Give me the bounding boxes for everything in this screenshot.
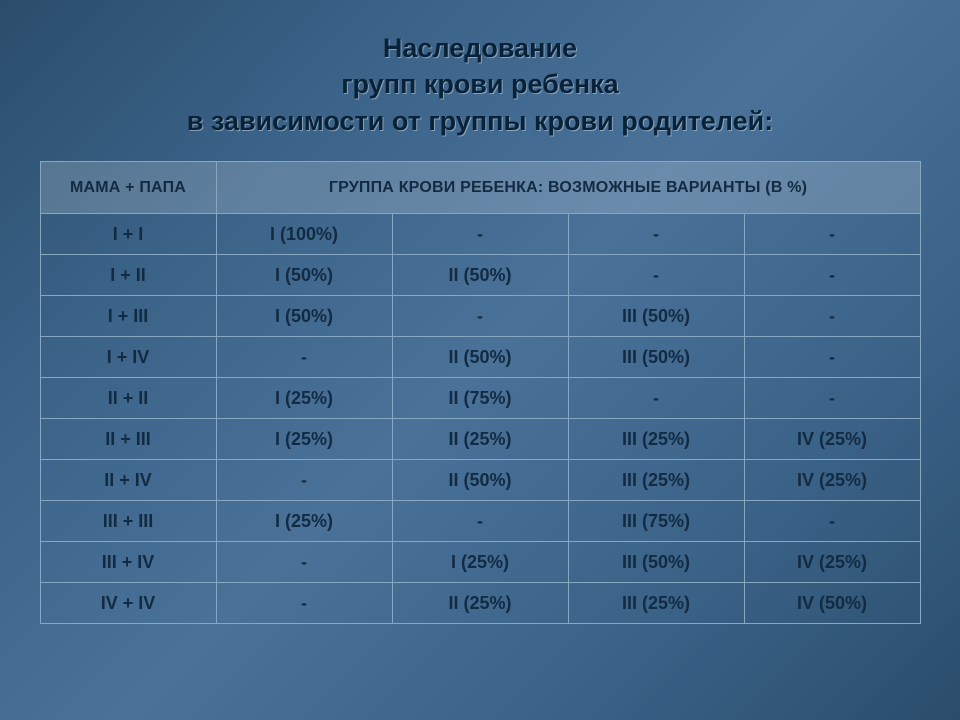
table-row: III + IV-I (25%)III (50%)IV (25%) [40,542,920,583]
cell-child: - [216,583,392,624]
cell-child: I (25%) [216,501,392,542]
cell-parents: III + IV [40,542,216,583]
cell-child: II (25%) [392,419,568,460]
cell-child: - [744,296,920,337]
cell-child: - [392,501,568,542]
cell-child: - [744,255,920,296]
cell-child: III (25%) [568,419,744,460]
cell-child: II (75%) [392,378,568,419]
cell-child: II (25%) [392,583,568,624]
cell-child: I (25%) [392,542,568,583]
cell-child: - [392,214,568,255]
cell-child: IV (25%) [744,460,920,501]
cell-child: II (50%) [392,460,568,501]
cell-child: - [744,378,920,419]
cell-child: IV (25%) [744,419,920,460]
cell-child: - [568,255,744,296]
cell-parents: I + IV [40,337,216,378]
page-title: Наследование групп крови ребенка в завис… [187,30,773,139]
cell-child: I (100%) [216,214,392,255]
table-row: I + III (50%)II (50%)-- [40,255,920,296]
cell-parents: IV + IV [40,583,216,624]
cell-parents: I + II [40,255,216,296]
cell-child: - [392,296,568,337]
table-row: IV + IV-II (25%)III (25%)IV (50%) [40,583,920,624]
inheritance-table: МАМА + ПАПА ГРУППА КРОВИ РЕБЕНКА: ВОЗМОЖ… [40,161,921,624]
cell-child: I (50%) [216,296,392,337]
table-row: II + IV-II (50%)III (25%)IV (25%) [40,460,920,501]
cell-child: I (25%) [216,419,392,460]
cell-child: III (25%) [568,583,744,624]
cell-child: - [216,542,392,583]
table-row: III + IIII (25%)-III (75%)- [40,501,920,542]
cell-child: - [568,214,744,255]
header-child: ГРУППА КРОВИ РЕБЕНКА: ВОЗМОЖНЫЕ ВАРИАНТЫ… [216,162,920,214]
cell-child: IV (25%) [744,542,920,583]
cell-parents: II + II [40,378,216,419]
cell-child: III (75%) [568,501,744,542]
cell-parents: II + III [40,419,216,460]
cell-child: II (50%) [392,255,568,296]
table-header-row: МАМА + ПАПА ГРУППА КРОВИ РЕБЕНКА: ВОЗМОЖ… [40,162,920,214]
cell-child: IV (50%) [744,583,920,624]
cell-parents: I + I [40,214,216,255]
cell-child: II (50%) [392,337,568,378]
cell-child: - [744,337,920,378]
cell-child: III (50%) [568,542,744,583]
cell-parents: II + IV [40,460,216,501]
cell-child: - [216,460,392,501]
cell-child: - [568,378,744,419]
cell-child: III (50%) [568,337,744,378]
table-row: II + III (25%)II (75%)-- [40,378,920,419]
cell-child: - [744,501,920,542]
cell-parents: III + III [40,501,216,542]
cell-child: III (50%) [568,296,744,337]
header-parents: МАМА + ПАПА [40,162,216,214]
table-row: I + IIII (50%)-III (50%)- [40,296,920,337]
cell-parents: I + III [40,296,216,337]
cell-child: I (50%) [216,255,392,296]
title-line-1: Наследование [187,30,773,66]
cell-child: - [744,214,920,255]
cell-child: I (25%) [216,378,392,419]
table-body: I + II (100%)---I + III (50%)II (50%)--I… [40,214,920,624]
cell-child: III (25%) [568,460,744,501]
table-row: I + II (100%)--- [40,214,920,255]
cell-child: - [216,337,392,378]
table-row: I + IV-II (50%)III (50%)- [40,337,920,378]
title-line-3: в зависимости от группы крови родителей: [187,103,773,139]
title-line-2: групп крови ребенка [187,66,773,102]
table-row: II + IIII (25%)II (25%)III (25%)IV (25%) [40,419,920,460]
